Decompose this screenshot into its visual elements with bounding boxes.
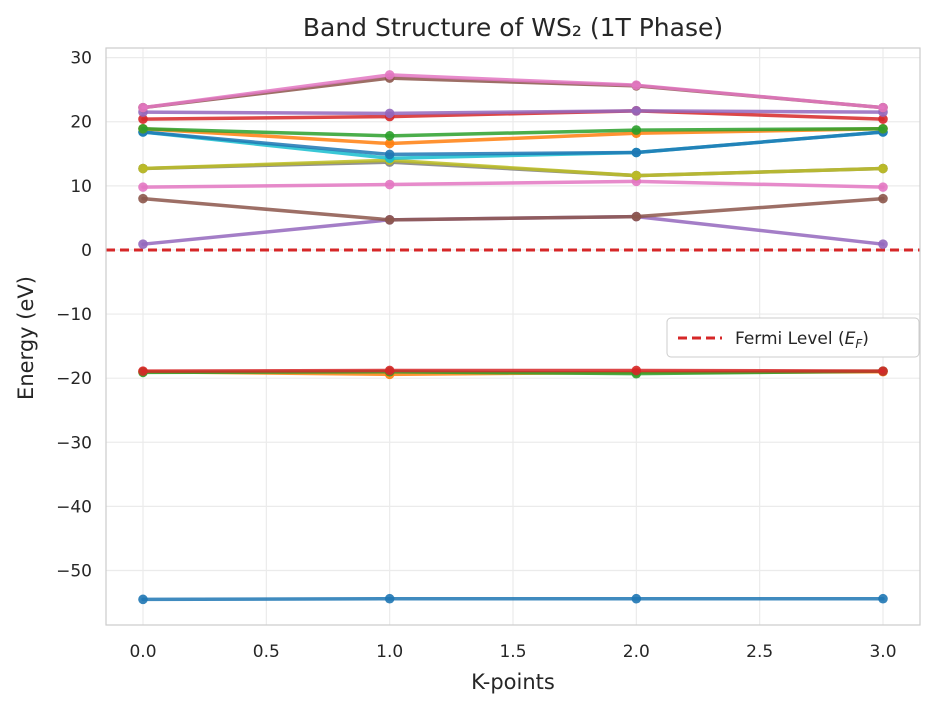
band-point (631, 147, 642, 158)
band-point (878, 163, 888, 174)
y-tick-label: −50 (56, 562, 92, 582)
band-point (384, 70, 395, 80)
band-line (141, 368, 885, 373)
y-tick-label: −20 (56, 369, 92, 389)
band-point (878, 114, 888, 124)
plot-frame (105, 47, 921, 626)
y-axis-title: Energy (eV) (14, 276, 38, 400)
x-tick-label: 2.0 (623, 642, 650, 662)
band-4 (138, 365, 888, 376)
band-point (138, 366, 148, 376)
band-point (384, 138, 395, 149)
band-point (878, 193, 888, 204)
band-9 (138, 155, 888, 181)
band-point (384, 131, 395, 141)
band-point (138, 123, 148, 134)
band-point (631, 593, 642, 604)
band-point (878, 182, 888, 192)
band-7 (138, 176, 888, 192)
band-series (138, 70, 888, 605)
band-point (384, 179, 395, 190)
band-point (631, 80, 642, 90)
band-point (878, 593, 888, 604)
band-point (878, 366, 888, 376)
band-line (141, 127, 885, 138)
band-point (631, 170, 642, 181)
x-tick-label: 2.5 (746, 642, 773, 662)
band-point (878, 102, 888, 113)
band-1 (138, 593, 888, 605)
band-point (384, 108, 395, 119)
band-13 (138, 123, 888, 141)
band-point (631, 365, 642, 376)
band-line (141, 109, 885, 116)
x-axis-title: K-points (471, 670, 555, 694)
x-tick-label: 0.5 (253, 642, 280, 662)
y-tick-label: 0 (81, 241, 92, 261)
band-point (631, 211, 642, 222)
band-point (878, 123, 888, 134)
legend-fermi-label: Fermi Level (EF) (735, 329, 869, 351)
x-tick-label: 1.5 (499, 642, 526, 662)
band-line (141, 73, 885, 110)
band-point (631, 106, 642, 116)
y-tick-label: −30 (56, 433, 92, 453)
y-tick-label: −10 (56, 305, 92, 325)
band-point (138, 594, 148, 605)
legend-box (666, 317, 920, 358)
band-point (138, 102, 148, 113)
band-point (384, 593, 395, 604)
chart-title: Band Structure of WS₂ (1T Phase) (303, 13, 723, 42)
band-line (141, 596, 885, 602)
y-tick-label: 20 (70, 113, 92, 133)
band-point (384, 149, 395, 160)
band-point (138, 163, 148, 174)
band-point (138, 182, 148, 192)
band-line (141, 179, 885, 189)
band-point (631, 125, 642, 135)
legend: Fermi Level (EF) (666, 317, 920, 358)
axis-ticks: 0.0 0.5 1.0 1.5 2.0 2.5 3.0 30 20 10 0 −10 −20 −30 −40… (56, 49, 896, 662)
y-tick-label: −40 (56, 497, 92, 517)
band-6 (138, 193, 888, 225)
y-tick-label: 30 (70, 49, 92, 69)
band-point (878, 239, 888, 249)
x-tick-label: 0.0 (129, 642, 156, 662)
band-point (138, 239, 148, 249)
y-tick-label: 10 (70, 177, 92, 197)
band-17 (138, 70, 888, 113)
band-point (138, 193, 148, 204)
band-line (141, 130, 885, 157)
band-line (141, 158, 885, 178)
band-point (384, 365, 395, 376)
band-line (141, 196, 885, 222)
band-point (138, 114, 148, 124)
band-point (384, 215, 395, 225)
x-tick-label: 3.0 (869, 642, 896, 662)
x-tick-label: 1.0 (376, 642, 403, 662)
